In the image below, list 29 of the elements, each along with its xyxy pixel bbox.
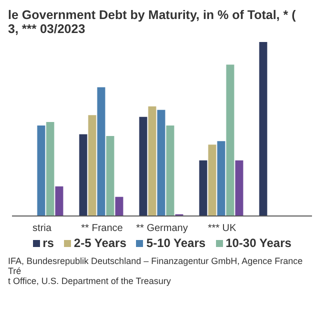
- bar: [97, 87, 106, 216]
- x-tick-label: ** France: [81, 223, 124, 234]
- bar: [37, 126, 46, 216]
- bar: [148, 106, 156, 216]
- x-tick-label: stria: [32, 223, 52, 234]
- bar: [79, 134, 88, 216]
- x-tick-label: ** Germany: [136, 223, 188, 234]
- bar: [217, 141, 226, 216]
- bar: [106, 136, 114, 216]
- bar: [157, 110, 166, 216]
- bar: [235, 160, 244, 216]
- legend-label: rs: [42, 236, 54, 250]
- legend-label: 2-5 Years: [72, 236, 126, 250]
- legend-label: 5-10 Years: [145, 236, 206, 250]
- bar: [226, 64, 234, 216]
- bar: [88, 115, 96, 216]
- bar: [55, 186, 64, 216]
- chart-subtitle: 3, *** 03/2023: [8, 22, 86, 36]
- bar: [115, 196, 124, 216]
- text: t Office, U.S. Department of the Treasury: [8, 276, 172, 286]
- bar: [139, 116, 148, 216]
- x-tick-label: *** UK: [208, 223, 236, 234]
- bar: [166, 126, 174, 216]
- legend-label: 10-30 Years: [224, 236, 292, 250]
- chart-title: le Government Debt by Maturity, in % of Total, * (: [8, 8, 297, 22]
- bar: [208, 144, 216, 216]
- bar: [199, 160, 208, 216]
- bar: [259, 42, 268, 216]
- bar: [46, 122, 54, 216]
